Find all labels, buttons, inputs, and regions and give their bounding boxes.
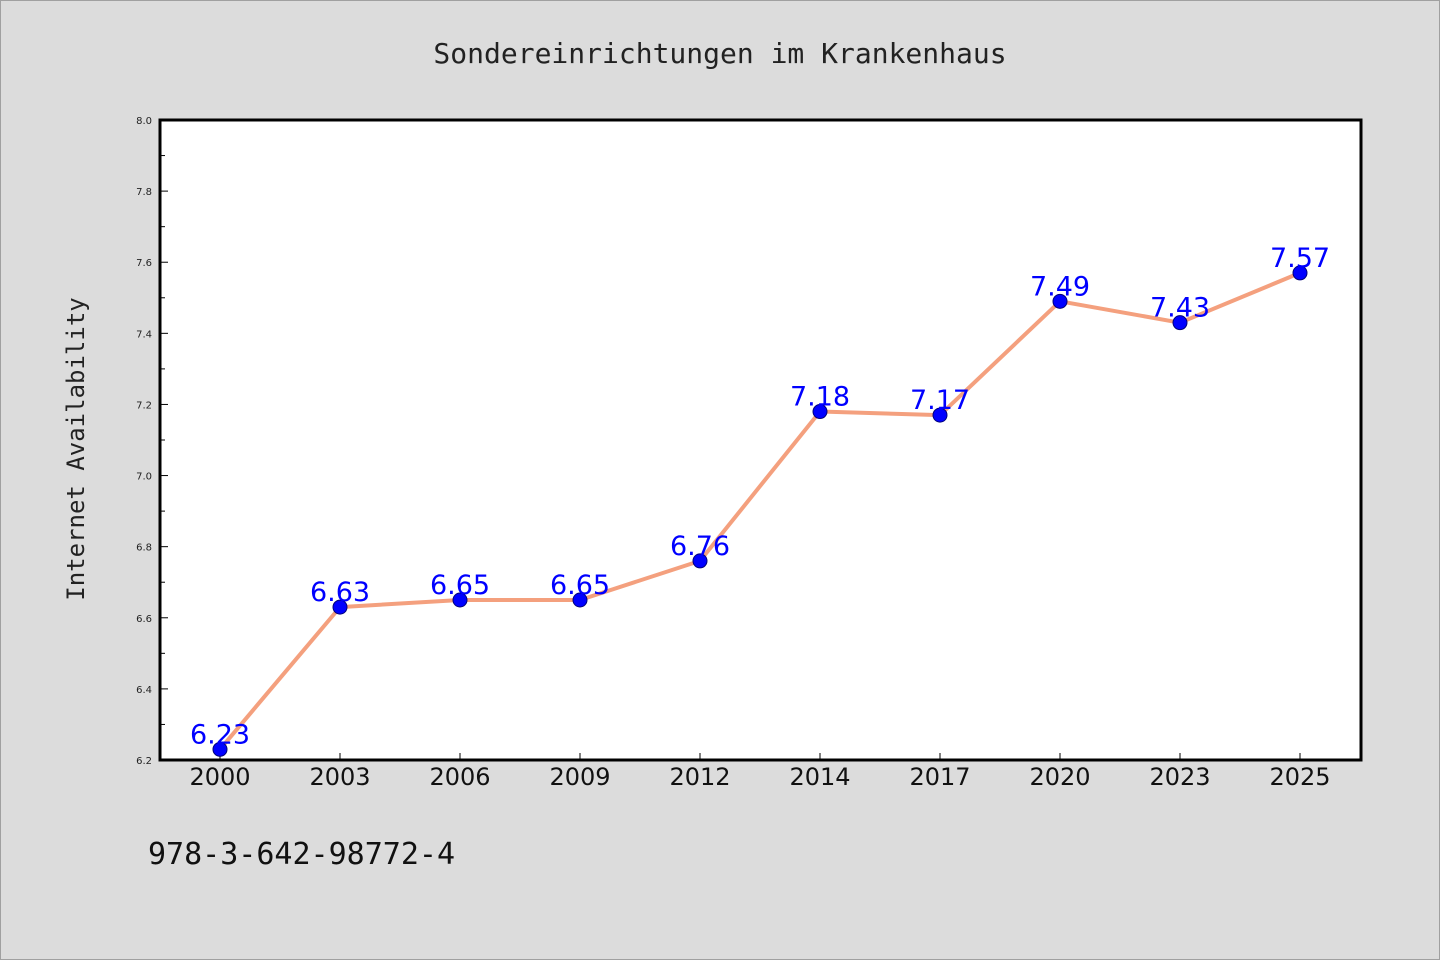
y-tick-label-1: 6.4 bbox=[136, 685, 152, 696]
x-tick-label-9: 2025 bbox=[1269, 763, 1330, 791]
data-label-2006: 6.65 bbox=[430, 570, 490, 601]
footer-isbn: 978-3-642-98772-4 bbox=[148, 837, 455, 872]
data-point-2020 bbox=[1052, 293, 1068, 309]
x-tick-label-8: 2023 bbox=[1149, 763, 1210, 791]
data-label-2012: 6.76 bbox=[670, 531, 730, 562]
y-axis-label: Internet Availability bbox=[62, 297, 90, 600]
plot-area bbox=[158, 118, 1363, 762]
x-tick-label-4: 2012 bbox=[669, 763, 730, 791]
y-tick-label-5: 7.2 bbox=[136, 400, 152, 411]
y-tick-label-4: 7.0 bbox=[136, 472, 152, 483]
x-tick-label-0: 2000 bbox=[189, 763, 250, 791]
series-line-group bbox=[218, 270, 1302, 752]
y-axis: 6.2 6.4 6.6 6.8 7.0 7.2 7.4 7.6 7.8 8.0 bbox=[136, 116, 168, 767]
y-tick-label-7: 7.6 bbox=[136, 258, 152, 269]
data-label-2009: 6.65 bbox=[550, 570, 610, 601]
data-label-2000: 6.23 bbox=[190, 719, 250, 750]
y-tick-label-9: 8.0 bbox=[136, 116, 152, 127]
x-axis: 2000 2003 2006 2009 2012 2014 2017 2020 2023 2025 bbox=[189, 753, 1331, 791]
y-tick-label-0: 6.2 bbox=[136, 756, 152, 767]
x-tick-label-1: 2003 bbox=[309, 763, 370, 791]
data-point-2025 bbox=[1292, 265, 1308, 281]
data-point-2009 bbox=[572, 592, 588, 608]
data-point-2023 bbox=[1172, 315, 1188, 331]
data-point-2012 bbox=[692, 553, 708, 569]
data-point-2000 bbox=[212, 741, 228, 757]
y-tick-label-2: 6.6 bbox=[136, 614, 152, 625]
data-point-2014 bbox=[812, 404, 828, 420]
chart-title: Sondereinrichtungen im Krankenhaus bbox=[433, 37, 1006, 70]
data-label-2020: 7.49 bbox=[1030, 271, 1090, 302]
data-labels: 6.23 6.63 6.65 6.65 6.76 7.18 7.17 7.49 7.43 7.57 bbox=[190, 243, 1330, 750]
data-label-2017: 7.17 bbox=[910, 385, 970, 416]
x-tick-label-5: 2014 bbox=[789, 763, 850, 791]
data-label-2025: 7.57 bbox=[1270, 243, 1330, 274]
data-label-2014: 7.18 bbox=[790, 382, 850, 413]
data-label-2003: 6.63 bbox=[310, 577, 370, 608]
data-point-2017 bbox=[932, 407, 948, 423]
data-point-2006 bbox=[452, 592, 468, 608]
x-tick-label-2: 2006 bbox=[429, 763, 490, 791]
y-tick-label-8: 7.8 bbox=[136, 187, 152, 198]
data-label-2023: 7.43 bbox=[1150, 293, 1210, 324]
x-tick-label-7: 2020 bbox=[1029, 763, 1090, 791]
series-line bbox=[218, 270, 1302, 752]
y-tick-label-6: 7.4 bbox=[136, 329, 152, 340]
x-tick-label-3: 2009 bbox=[549, 763, 610, 791]
data-points bbox=[212, 265, 1308, 757]
x-tick-label-6: 2017 bbox=[909, 763, 970, 791]
data-point-2003 bbox=[332, 599, 348, 615]
y-tick-label-3: 6.8 bbox=[136, 543, 152, 554]
